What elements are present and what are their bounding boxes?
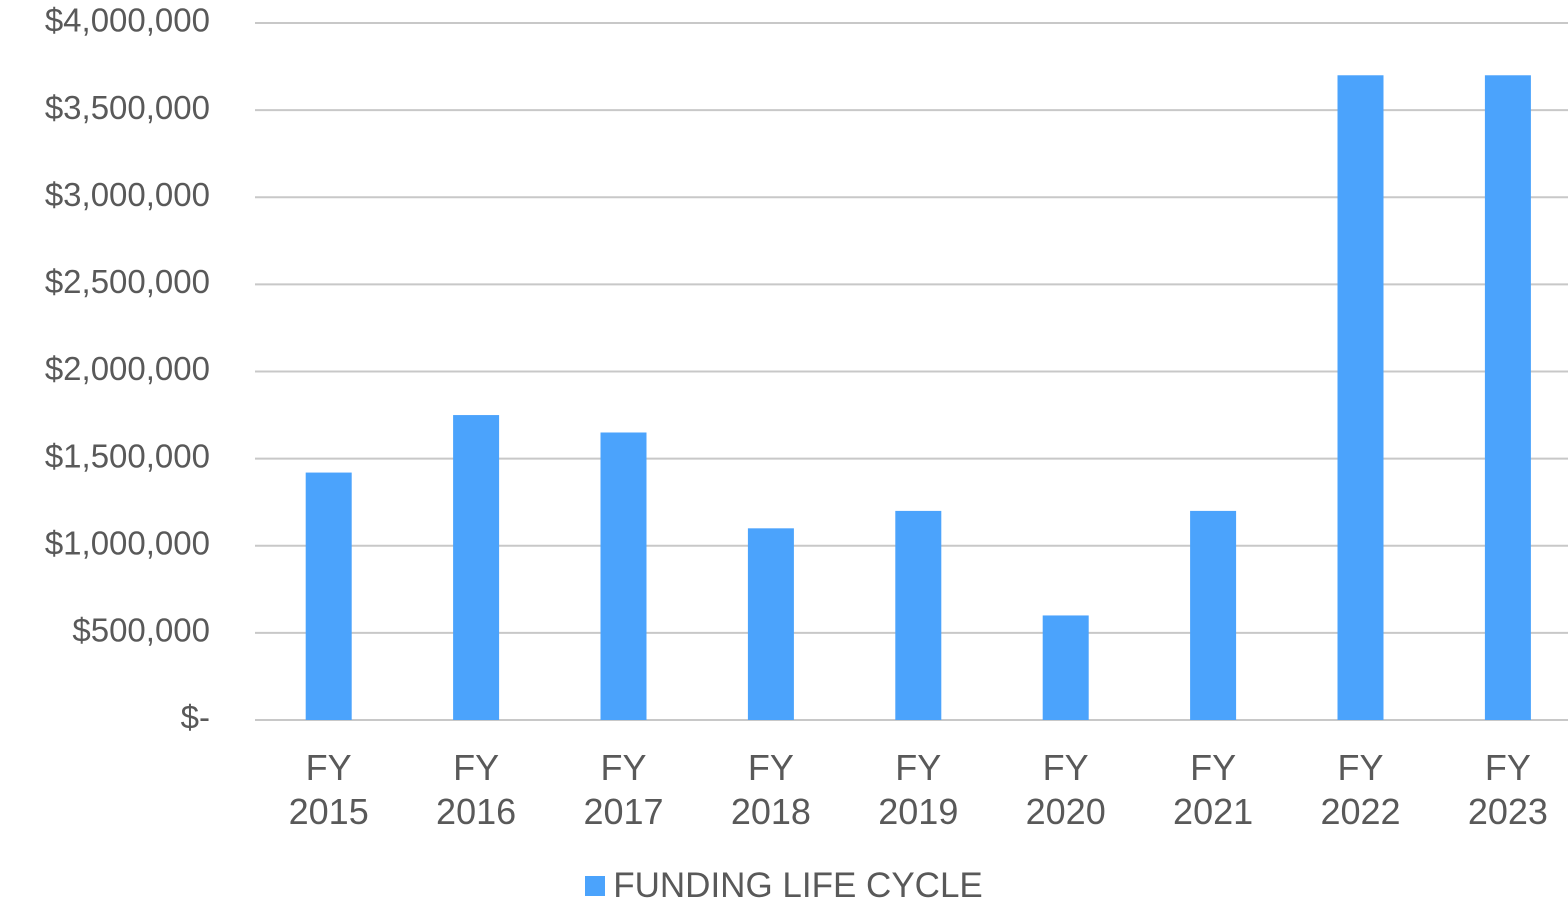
y-tick-label: $- (181, 699, 210, 736)
x-tick-label: FY 2015 (288, 747, 369, 832)
x-tick-label: FY 2021 (1173, 747, 1254, 832)
y-tick-label: $4,000,000 (45, 2, 210, 39)
y-tick-label: $3,500,000 (45, 89, 210, 126)
y-tick-label: $1,000,000 (45, 524, 210, 561)
x-tick-label: FY 2018 (730, 747, 811, 832)
x-tick-label: FY 2020 (1025, 747, 1106, 832)
y-tick-label: $1,500,000 (45, 437, 210, 474)
x-tick-label: FY 2023 (1467, 747, 1548, 832)
bar (1337, 75, 1384, 720)
y-tick-label: $2,500,000 (45, 263, 210, 300)
bar (895, 510, 942, 720)
bar (1042, 615, 1089, 720)
y-tick-label: $500,000 (72, 612, 210, 649)
legend-swatch (585, 876, 606, 896)
x-tick-label: FY 2019 (878, 747, 959, 832)
bar (600, 432, 647, 720)
y-tick-label: $3,000,000 (45, 176, 210, 213)
bar (453, 415, 500, 720)
bar (305, 472, 352, 720)
y-tick-label: $2,000,000 (45, 350, 210, 387)
bar (1190, 510, 1237, 720)
legend: FUNDING LIFE CYCLE (0, 866, 1568, 905)
bar (747, 528, 794, 720)
x-tick-label: FY 2017 (583, 747, 664, 832)
legend-label: FUNDING LIFE CYCLE (613, 866, 983, 905)
x-tick-label: FY 2022 (1320, 747, 1401, 832)
bar (1484, 75, 1531, 720)
x-tick-label: FY 2016 (436, 747, 517, 832)
